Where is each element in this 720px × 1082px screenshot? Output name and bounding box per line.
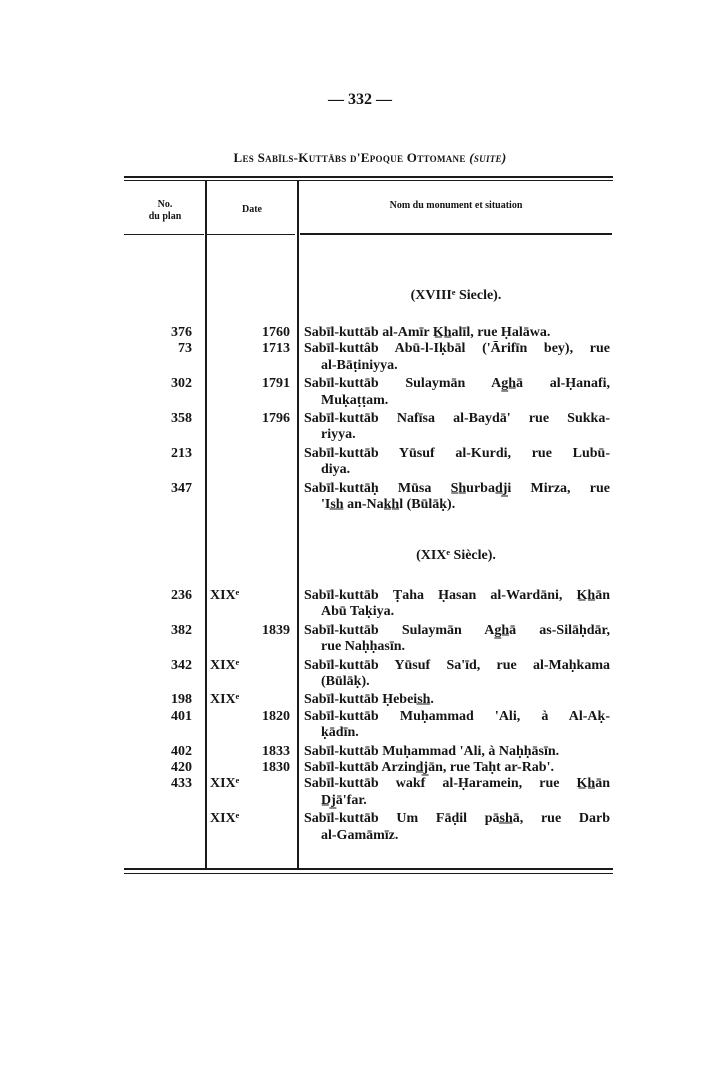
date: 1791	[262, 376, 290, 392]
monument-name: Sabīl-kuttâb Abū-l-Iḳbāl ('Ārifīn bey), …	[304, 341, 610, 357]
header-date: Date	[242, 204, 262, 215]
monument-name: Sabīl-kuttāb Arzind̲j̲ān, rue Taḥt ar-Ra…	[304, 760, 554, 775]
section-heading: (XIXᵉ Siècle).	[416, 548, 496, 563]
plan-number: 213	[171, 445, 192, 461]
monument-name-continued: al-Bāṭiniyya.	[321, 357, 398, 373]
plan-number: 198	[171, 692, 192, 708]
monument-name: Sabīl-kuttāb Um Fāḍil pās̲h̲ā, rue Darb	[304, 811, 610, 827]
plan-number: 402	[171, 743, 192, 759]
monument-name: Sabīl-kuttāb al-Amīr K̲h̲alīl, rue Ḥalāw…	[304, 325, 551, 340]
table-title-text: Les Sabīls-Kuttābs d'Epoque Ottomane	[233, 150, 466, 165]
header-rule-right	[300, 233, 612, 235]
bottom-rule-2	[124, 873, 613, 874]
date: 1839	[262, 622, 290, 638]
monument-name: Sabīl-kuttāḥ Mūsa S̲h̲urbad̲j̲i Mirza, r…	[304, 480, 610, 496]
header-rule-left	[124, 234, 204, 235]
date: 1820	[262, 708, 290, 724]
date: 1833	[262, 743, 290, 759]
monument-name: Sabīl-kuttāb Nafīsa al-Baydā' rue Sukka-	[304, 411, 610, 426]
monument-name-continued: Abū Taḳiya.	[321, 604, 395, 620]
monument-name-continued: ḳādīn.	[321, 725, 359, 741]
monument-name-continued: Muḳaṭṭam.	[321, 392, 389, 408]
monument-name: Sabīl-kuttāb Sulaymān Ag̲h̲ā al-Ḥanafi,	[304, 376, 610, 392]
plan-number: 376	[171, 325, 192, 340]
date: 1760	[262, 325, 290, 340]
top-rule	[124, 176, 613, 178]
monument-name-continued: riyya.	[321, 427, 356, 443]
header-plan: No. du plan	[148, 199, 182, 222]
date: XIXᵉ	[210, 692, 240, 708]
date: 1830	[262, 760, 290, 775]
plan-number: 433	[171, 776, 192, 792]
top-rule-2	[124, 180, 613, 181]
plan-number: 420	[171, 760, 192, 775]
plan-number: 382	[171, 622, 192, 638]
date: XIXᵉ	[210, 811, 240, 827]
table-title-suffix: (suite)	[469, 150, 507, 165]
plan-number: 302	[171, 376, 192, 392]
plan-number: 401	[171, 708, 192, 724]
plan-number: 73	[178, 341, 192, 357]
plan-number: 347	[171, 480, 192, 496]
header-name: Nom du monument et situation	[389, 200, 523, 211]
monument-name: Sabīl-kuttāb Sulaymān Ag̲h̲ā as-Silāḥdār…	[304, 622, 610, 638]
date: 1796	[262, 411, 290, 426]
monument-name: Sabīl-kuttāb Yūsuf Sa'īd, rue al-Maḥkama	[304, 657, 610, 673]
plan-number: 236	[171, 588, 192, 603]
plan-number: 342	[171, 657, 192, 673]
date: XIXᵉ	[210, 776, 240, 792]
header-rule-mid	[207, 234, 295, 235]
monument-name-continued: 'Is̲h̲ an-Nak̲h̲l (Būlāḳ).	[321, 497, 456, 512]
bottom-rule	[124, 868, 613, 870]
date: XIXᵉ	[210, 588, 240, 603]
monument-name-continued: diya.	[321, 462, 351, 478]
monument-name-continued: rue Naḥḥasīn.	[321, 639, 406, 655]
section-heading: (XVIIIᵉ Siecle).	[410, 288, 502, 303]
page-number: — 332 —	[328, 91, 392, 108]
plan-number: 358	[171, 411, 192, 426]
date: 1713	[262, 341, 290, 357]
monument-name: Sabīl-kuttāb Yūsuf al-Kurdi, rue Lubū-	[304, 445, 610, 461]
monument-name: Sabīl-kuttāb Muḥammad 'Ali, à Al-Aḳ-	[304, 708, 610, 724]
table-title: Les Sabīls-Kuttābs d'Epoque Ottomane (su…	[120, 150, 620, 166]
date: XIXᵉ	[210, 657, 240, 673]
column-divider-2	[297, 181, 299, 869]
monument-name: Sabīl-kuttāb wakf al-Ḥaramein, rue K̲h̲ā…	[304, 776, 610, 792]
monument-name-continued: (Būlāḳ).	[321, 674, 370, 689]
monument-name-continued: D̲j̲ā'far.	[321, 792, 367, 808]
monument-name: Sabīl-kuttāb Ḥebeis̲h̲.	[304, 692, 434, 708]
monument-name: Sabīl-kuttāb Muḥammad 'Ali, à Naḥḥāsīn.	[304, 743, 560, 759]
column-divider-1	[205, 181, 207, 869]
monument-name: Sabīl-kuttāb Ṭaha Ḥasan al-Wardāni, K̲h̲…	[304, 588, 610, 603]
monument-name-continued: al-Gamāmīz.	[321, 827, 399, 843]
